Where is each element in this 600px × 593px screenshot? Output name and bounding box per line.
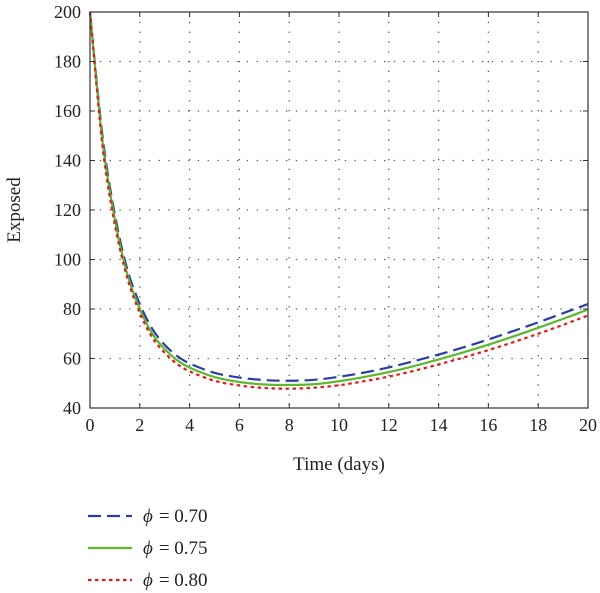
legend: ϕ = 0.70 ϕ = 0.75 ϕ = 0.80 — [88, 506, 208, 591]
x-tick-label: 2 — [135, 415, 144, 435]
legend-label: ϕ = 0.70 — [143, 506, 208, 527]
legend-symbol: ϕ — [143, 570, 153, 591]
y-tick-label: 40 — [63, 398, 81, 418]
legend-item-1: ϕ = 0.70 — [88, 506, 208, 527]
y-tick-label: 160 — [54, 101, 81, 121]
legend-value: = 0.75 — [159, 538, 208, 559]
legend-value: = 0.80 — [159, 570, 208, 591]
series-line-2 — [88, 11, 589, 387]
x-tick-label: 18 — [529, 415, 547, 435]
x-tick-label: 12 — [380, 415, 398, 435]
x-tick-label: 4 — [185, 415, 194, 435]
x-tick-label: 20 — [579, 415, 597, 435]
x-axis-title: Time (days) — [293, 454, 385, 475]
legend-symbol: ϕ — [143, 538, 153, 559]
y-tick-label: 100 — [54, 250, 81, 270]
y-tick-label: 60 — [63, 349, 81, 369]
y-tick-label: 200 — [54, 2, 81, 22]
x-tick-label: 0 — [86, 415, 95, 435]
legend-label: ϕ = 0.80 — [143, 570, 208, 591]
x-tick-label: 6 — [235, 415, 244, 435]
x-tick-label: 8 — [285, 415, 294, 435]
y-tick-label: 180 — [54, 52, 81, 72]
legend-symbol: ϕ — [143, 506, 153, 527]
y-tick-label: 140 — [54, 151, 81, 171]
y-axis-title: Exposed — [4, 177, 25, 243]
y-tick-label: 80 — [63, 299, 81, 319]
legend-item-2: ϕ = 0.75 — [88, 538, 208, 559]
x-tick-label: 14 — [430, 415, 448, 435]
tick-labels: 0 2 4 6 8 10 12 14 16 18 20 40 60 80 100 120 140 160 180 20… — [54, 2, 597, 435]
legend-item-3: ϕ = 0.80 — [88, 570, 208, 591]
series-lines — [88, 11, 589, 390]
x-tick-label: 16 — [479, 415, 497, 435]
legend-value: = 0.70 — [159, 506, 208, 527]
y-tick-label: 120 — [54, 200, 81, 220]
axis-ticks — [89, 11, 589, 409]
series-line-1 — [88, 11, 589, 382]
x-tick-label: 10 — [330, 415, 348, 435]
legend-label: ϕ = 0.75 — [143, 538, 208, 559]
